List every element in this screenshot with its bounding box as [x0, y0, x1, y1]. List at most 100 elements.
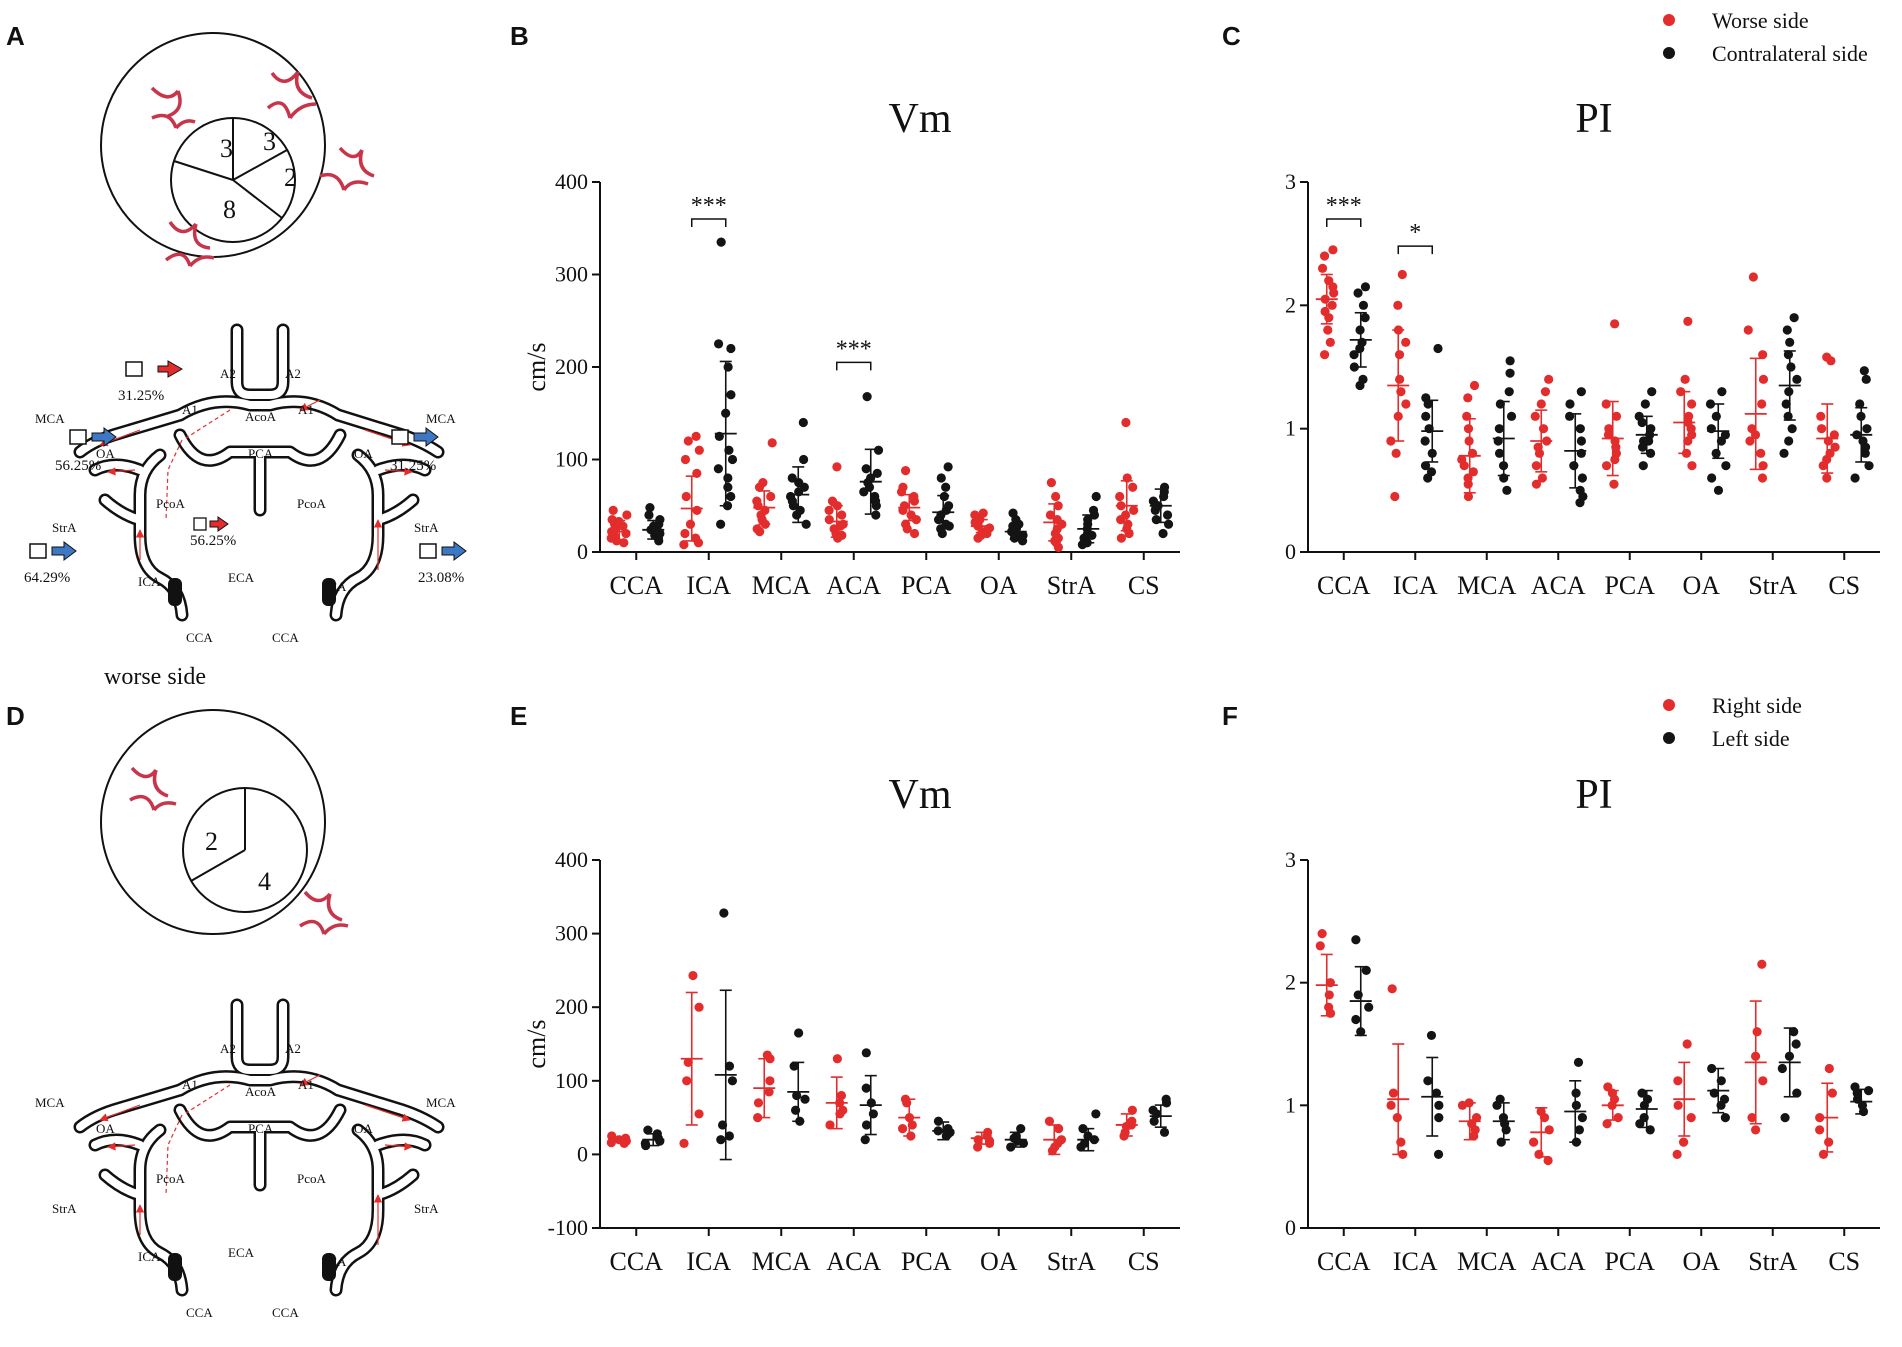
data-point: [1719, 1094, 1730, 1104]
probe-icon: [125, 361, 143, 377]
vessel-circle-icon: [299, 890, 349, 936]
data-point: [909, 528, 920, 539]
data-point: [1387, 984, 1397, 994]
data-point: [1815, 1125, 1825, 1135]
data-point: [726, 390, 736, 400]
label-ica: ICA: [324, 1254, 347, 1269]
label-ica: ICA: [324, 579, 347, 594]
data-point: [1678, 1137, 1689, 1147]
data-point: [1687, 430, 1697, 440]
category-label: ICA: [686, 1247, 731, 1276]
y-tick-label: 0: [1285, 1215, 1296, 1240]
data-point: [1395, 374, 1405, 384]
label-pca: PCA: [248, 446, 274, 461]
data-point: [1711, 411, 1721, 421]
data-point: [794, 1028, 804, 1038]
data-point: [1505, 368, 1515, 378]
data-point: [1149, 1116, 1159, 1126]
data-point: [970, 510, 980, 520]
data-point: [873, 445, 884, 455]
category-label: MCA: [1457, 571, 1516, 600]
category-label: StrA: [1047, 1247, 1096, 1276]
data-point: [900, 466, 911, 476]
y-tick-label: -100: [548, 1215, 588, 1240]
category-label: ACA: [1531, 1247, 1586, 1276]
data-point: [939, 491, 949, 502]
y-axis-label: cm/s: [522, 342, 551, 391]
chart-title: Vm: [889, 772, 952, 818]
data-point: [1863, 1086, 1874, 1096]
label-oa: OA: [354, 446, 373, 461]
data-point: [1319, 251, 1330, 261]
data-point: [694, 1109, 704, 1119]
data-point: [899, 501, 910, 511]
label-pcoa: PcoA: [156, 1171, 186, 1186]
data-point: [643, 1125, 653, 1135]
label-pca: PCA: [248, 1121, 274, 1136]
data-point: [1792, 1088, 1802, 1098]
data-point: [1779, 448, 1789, 458]
data-point: [824, 505, 834, 515]
data-point: [837, 510, 847, 520]
data-point: [1538, 424, 1549, 434]
category-label: CCA: [1317, 571, 1371, 600]
data-point: [1743, 325, 1753, 335]
data-point: [1576, 436, 1587, 446]
label-oa: OA: [354, 1121, 373, 1136]
data-point: [1777, 1063, 1787, 1074]
data-point: [1575, 424, 1585, 434]
data-point: [945, 1127, 955, 1137]
data-point: [1115, 491, 1125, 502]
data-point: [1780, 1113, 1790, 1123]
category-label: StrA: [1748, 1247, 1797, 1276]
significance-bracket: [1397, 245, 1433, 255]
label-ica: ICA: [138, 1249, 161, 1264]
data-point: [1859, 366, 1869, 376]
category-label: PCA: [901, 571, 952, 600]
data-point: [1434, 1100, 1444, 1110]
vessel-circle-icon: [129, 766, 177, 812]
data-point: [1327, 300, 1337, 310]
y-tick-label: 400: [555, 169, 588, 194]
label-a2: A2: [220, 366, 236, 381]
data-point: [1127, 1105, 1137, 1115]
data-point: [1543, 1155, 1553, 1166]
chart-b-vm-worse: Vm 0 100 200 300 400 cm/s CCA ICA MCA ACA PCA OA StrA…: [522, 96, 1180, 600]
data-point: [1787, 424, 1797, 434]
data-point: [1711, 448, 1721, 458]
data-point: [1328, 245, 1338, 255]
data-point: [1423, 1076, 1433, 1086]
significance-bracket: [691, 218, 727, 227]
data-point: [1713, 485, 1724, 495]
y-tick-label: 0: [577, 539, 588, 564]
data-point: [680, 454, 691, 465]
data-point: [683, 1057, 693, 1067]
data-point: [1353, 288, 1363, 298]
data-point: [1686, 1113, 1696, 1123]
data-point: [1785, 337, 1795, 347]
arrow-left-icon: [157, 360, 184, 378]
legend-marker-black: [1663, 47, 1675, 59]
data-point: [824, 515, 834, 525]
label-pcoa: PcoA: [297, 496, 327, 511]
percentage-label: 31.25%: [390, 458, 436, 474]
significance-label: ***: [1326, 193, 1362, 219]
chart-f-pi-sides: PI 0 1 2 3 CCA ICA MCA ACA PCA OA StrA CS: [1285, 772, 1880, 1276]
data-point: [1129, 505, 1139, 515]
data-point: [1091, 1109, 1101, 1119]
significance-label: *: [1409, 220, 1421, 246]
data-point: [1328, 282, 1338, 292]
data-point: [716, 1135, 726, 1145]
pie-value: 8: [223, 195, 236, 224]
data-point: [1827, 1088, 1837, 1098]
data-point: [798, 417, 808, 428]
data-point: [1565, 399, 1575, 409]
label-a2: A2: [220, 1041, 236, 1056]
data-point: [1757, 473, 1768, 483]
data-point: [727, 1076, 738, 1086]
y-tick-label: 3: [1285, 169, 1296, 194]
data-point: [726, 343, 736, 354]
data-point: [1857, 1100, 1868, 1110]
data-point: [1148, 1105, 1158, 1115]
label-a1: A1: [182, 1077, 198, 1092]
